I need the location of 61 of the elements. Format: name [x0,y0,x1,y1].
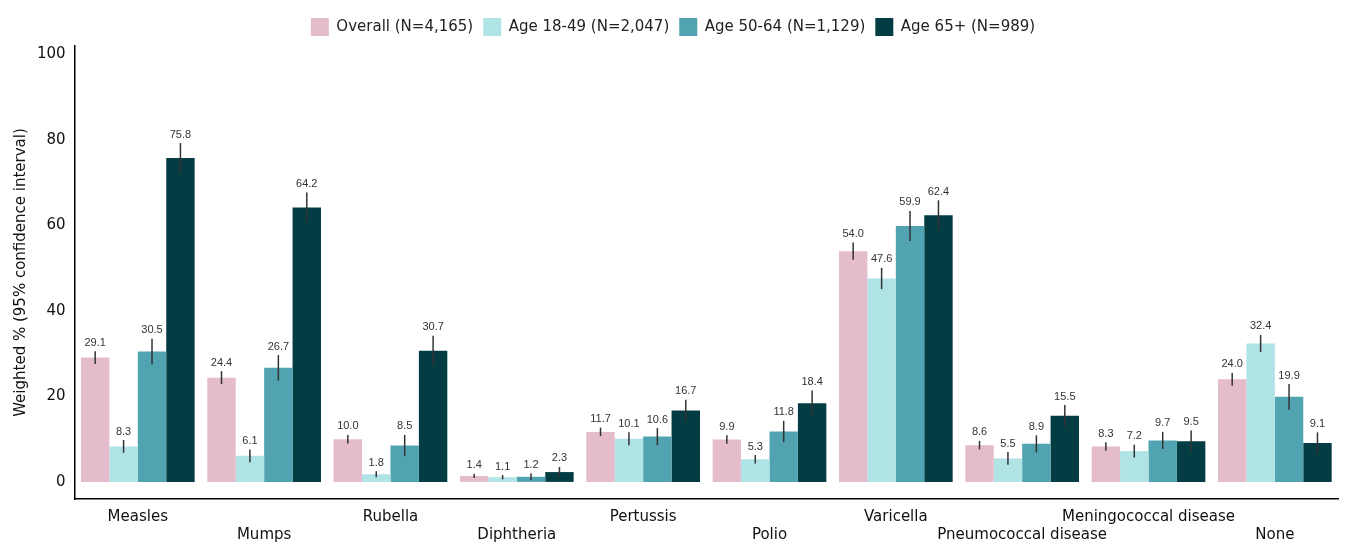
data-label: 75.8 [169,127,192,140]
data-label: 54.0 [842,227,864,240]
data-label: 1.2 [523,457,539,470]
data-label: 11.7 [590,412,611,425]
data-label: 1.8 [368,455,384,468]
y-axis-title: Weighted % (95% confidence interval) [10,128,29,417]
data-label: 29.1 [84,335,106,348]
data-label: 5.5 [1000,436,1016,449]
data-label: 8.6 [971,425,988,438]
x-tick-label: Measles [107,506,169,525]
data-label: 1.4 [466,458,482,471]
x-tick-label: Meningococcal disease [1061,506,1236,525]
data-label: 62.4 [927,184,950,197]
y-tick-label: 20 [46,386,66,405]
data-label: 59.9 [899,195,921,208]
data-label: 10.1 [618,416,640,429]
x-tick-label: None [1255,524,1295,543]
x-tick-label: Polio [751,524,788,543]
x-tick-label: Pneumococcal disease [937,524,1108,543]
data-label: 7.2 [1126,429,1142,442]
legend-label: Overall (N=4,165) [336,16,474,35]
data-label: 32.4 [1249,319,1272,332]
data-label: 15.5 [1054,389,1076,402]
data-label: 10.0 [337,419,359,432]
data-label: 8.3 [1098,426,1114,439]
y-tick-label: 40 [46,300,66,319]
data-label: 6.1 [242,433,258,446]
y-tick-label: 0 [56,471,66,490]
data-label: 24.4 [210,355,233,368]
data-label: 26.7 [267,339,290,352]
data-label: 5.3 [747,439,763,452]
legend-label: Age 18-49 (N=2,047) [508,16,670,35]
data-label: 16.7 [675,384,697,397]
x-tick-label: Rubella [362,506,419,525]
data-label: 8.9 [1028,419,1045,432]
data-label: 1.1 [494,459,511,472]
y-tick-label: 60 [46,215,66,234]
legend-label: Age 50-64 (N=1,129) [704,16,866,35]
data-label: 11.8 [773,405,794,418]
data-label: 2.3 [551,451,568,464]
data-label: 64.2 [296,177,318,190]
data-label: 9.5 [1183,415,1199,428]
data-label: 10.6 [646,412,669,425]
data-label: 30.7 [422,320,444,333]
data-label: 8.3 [115,424,132,437]
data-label: 47.6 [870,252,893,265]
x-tick-label: Diphtheria [477,524,557,543]
data-label: 18.4 [801,374,823,387]
y-tick-label: 80 [46,129,66,148]
x-tick-label: Mumps [236,524,292,543]
data-label: 9.9 [719,419,735,432]
data-label: 9.7 [1155,416,1171,429]
legend-label: Age 65+ (N=989) [900,16,1036,35]
data-label: 8.5 [397,419,413,432]
data-label: 30.5 [141,323,163,336]
x-tick-label: Varicella [864,506,928,525]
y-tick-label: 100 [36,44,66,63]
data-label: 19.9 [1278,368,1300,381]
data-label: 24.0 [1221,357,1243,370]
x-tick-label: Pertussis [609,506,677,525]
data-label: 9.1 [1309,416,1326,429]
